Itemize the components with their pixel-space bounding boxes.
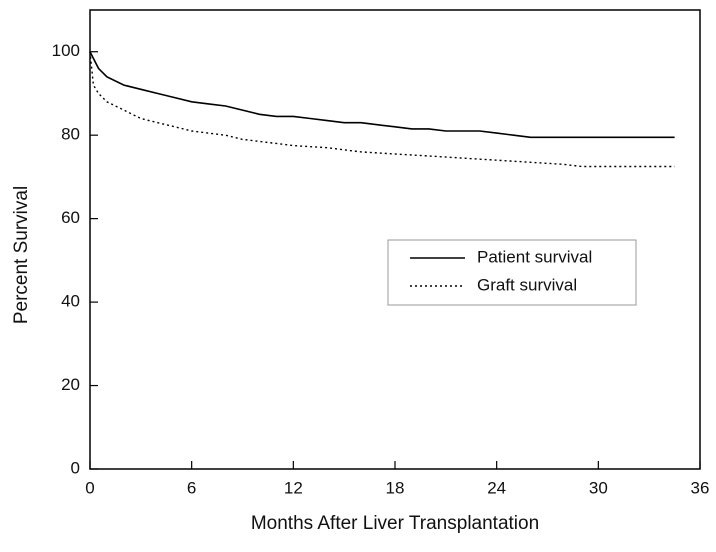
y-tick-label: 0 [71,458,80,477]
survival-line [89,51,675,139]
legend-label: Patient survival [477,247,592,266]
y-tick-label: 20 [61,375,80,394]
x-tick-label: 36 [691,478,710,497]
x-axis-label: Months After Liver Transplantation [251,513,539,534]
x-tick-label: 12 [284,478,303,497]
y-tick-label: 80 [61,125,80,144]
y-tick-label: 100 [52,41,80,60]
x-tick-label: 30 [589,478,608,497]
y-axis-label: Percent Survival [11,186,32,324]
legend-label: Graft survival [477,275,577,294]
x-tick-label: 0 [85,478,94,497]
x-tick-label: 18 [386,478,405,497]
survival-line [89,51,675,168]
x-tick-label: 6 [187,478,196,497]
y-tick-label: 40 [61,292,80,311]
x-tick-label: 24 [487,478,506,497]
y-tick-label: 60 [61,208,80,227]
legend-box [387,239,637,306]
